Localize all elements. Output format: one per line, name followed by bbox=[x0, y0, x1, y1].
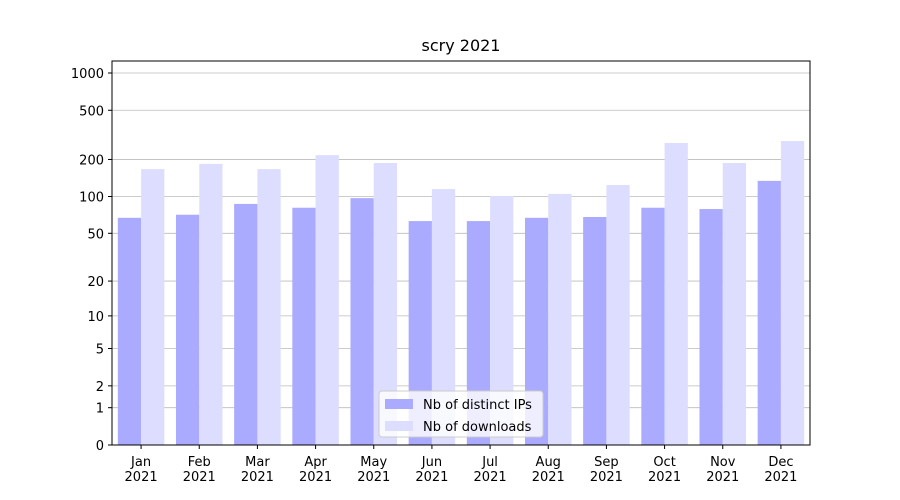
bar bbox=[722, 163, 747, 446]
bar bbox=[757, 180, 781, 445]
legend-box bbox=[378, 390, 544, 438]
bar bbox=[548, 193, 572, 445]
y-tick-label: 50 bbox=[87, 227, 104, 242]
bar bbox=[490, 195, 514, 445]
y-tick-label: 0 bbox=[96, 439, 104, 454]
x-tick-label: Dec 2021 bbox=[764, 455, 797, 485]
y-tick-label: 1000 bbox=[71, 67, 104, 82]
legend-label: Nb of downloads bbox=[423, 420, 532, 435]
bar bbox=[583, 217, 607, 445]
y-tick-label: 500 bbox=[79, 104, 104, 119]
bar bbox=[431, 189, 456, 445]
x-tick-label: Nov 2021 bbox=[706, 455, 739, 485]
y-tick-label: 5 bbox=[96, 343, 104, 358]
legend-swatch bbox=[385, 421, 413, 431]
bar bbox=[373, 163, 398, 446]
y-tick-label: 2 bbox=[96, 380, 104, 395]
bar bbox=[350, 198, 374, 445]
x-tick-label: Mar 2021 bbox=[241, 455, 274, 485]
y-tick-label: 1 bbox=[96, 402, 104, 417]
bar bbox=[292, 207, 316, 445]
bar bbox=[141, 169, 165, 446]
x-tick-label: Jan 2021 bbox=[125, 455, 158, 485]
bar bbox=[664, 142, 688, 445]
bar bbox=[641, 207, 665, 445]
x-tick-label: Aug 2021 bbox=[532, 455, 565, 485]
legend-label: Nb of distinct IPs bbox=[423, 398, 532, 413]
bar bbox=[780, 141, 805, 445]
x-tick-label: Sep 2021 bbox=[590, 455, 623, 485]
x-tick-label: Feb 2021 bbox=[183, 455, 216, 485]
legend-swatch bbox=[385, 399, 413, 409]
chart-title: scry 2021 bbox=[422, 36, 501, 55]
x-tick-label: Jun 2021 bbox=[415, 455, 448, 485]
legend: Nb of distinct IPs Nb of downloads bbox=[378, 390, 544, 438]
plot-frame bbox=[111, 60, 811, 446]
y-tick-label: 100 bbox=[79, 191, 104, 206]
x-tick-label: Jul 2021 bbox=[474, 455, 507, 485]
x-tick-label: Oct 2021 bbox=[648, 455, 681, 485]
bar bbox=[234, 203, 258, 445]
bar bbox=[199, 163, 223, 445]
bar bbox=[315, 155, 339, 445]
bar bbox=[175, 214, 200, 445]
y-tick-label: 20 bbox=[87, 275, 104, 290]
bar bbox=[524, 217, 549, 445]
bar bbox=[257, 169, 281, 446]
y-tick-label: 10 bbox=[87, 310, 104, 325]
bar bbox=[466, 221, 491, 445]
bar bbox=[117, 217, 142, 445]
x-tick-label: May 2021 bbox=[357, 455, 390, 485]
bar bbox=[408, 221, 432, 445]
y-tick-label: 200 bbox=[79, 153, 104, 168]
bar bbox=[699, 209, 723, 445]
bar bbox=[606, 185, 630, 445]
x-tick-label: Apr 2021 bbox=[299, 455, 332, 485]
